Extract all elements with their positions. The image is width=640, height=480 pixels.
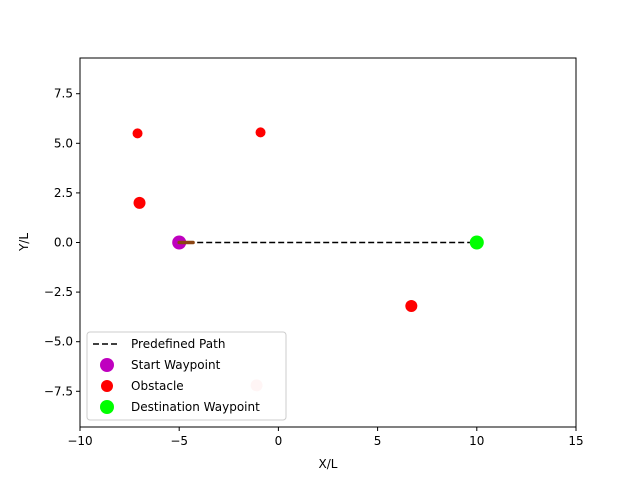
x-tick-label: 0 [275, 434, 283, 448]
y-tick-label: −5.0 [44, 335, 73, 349]
x-tick-label: 5 [374, 434, 382, 448]
legend-start-label: Start Waypoint [131, 358, 221, 372]
legend-destination-swatch [100, 400, 114, 414]
x-tick-label: 10 [469, 434, 484, 448]
obstacle-point [405, 299, 418, 312]
obstacle-point [255, 127, 266, 138]
y-tick-label: −7.5 [44, 384, 73, 398]
legend-destination-label: Destination Waypoint [131, 400, 260, 414]
y-tick-label: 0.0 [54, 236, 73, 250]
legend-obstacle-swatch [101, 380, 113, 392]
y-tick-label: −2.5 [44, 285, 73, 299]
x-axis-label: X/L [319, 457, 338, 471]
legend-path-label: Predefined Path [131, 337, 225, 351]
y-axis-label: Y/L [17, 233, 31, 252]
x-tick-label: 15 [568, 434, 583, 448]
legend: Predefined Path Start Waypoint Obstacle Des… [86, 331, 287, 421]
obstacle-point [133, 196, 146, 209]
obstacle-point [132, 128, 143, 139]
destination-waypoint-point [469, 235, 484, 250]
legend-box [86, 331, 287, 421]
y-tick-label: 5.0 [54, 136, 73, 150]
x-tick-label: −5 [170, 434, 188, 448]
x-tick-label: −10 [67, 434, 92, 448]
y-tick-label: 7.5 [54, 87, 73, 101]
legend-obstacle-label: Obstacle [131, 379, 184, 393]
legend-start-swatch [100, 358, 114, 372]
y-tick-label: 2.5 [54, 186, 73, 200]
